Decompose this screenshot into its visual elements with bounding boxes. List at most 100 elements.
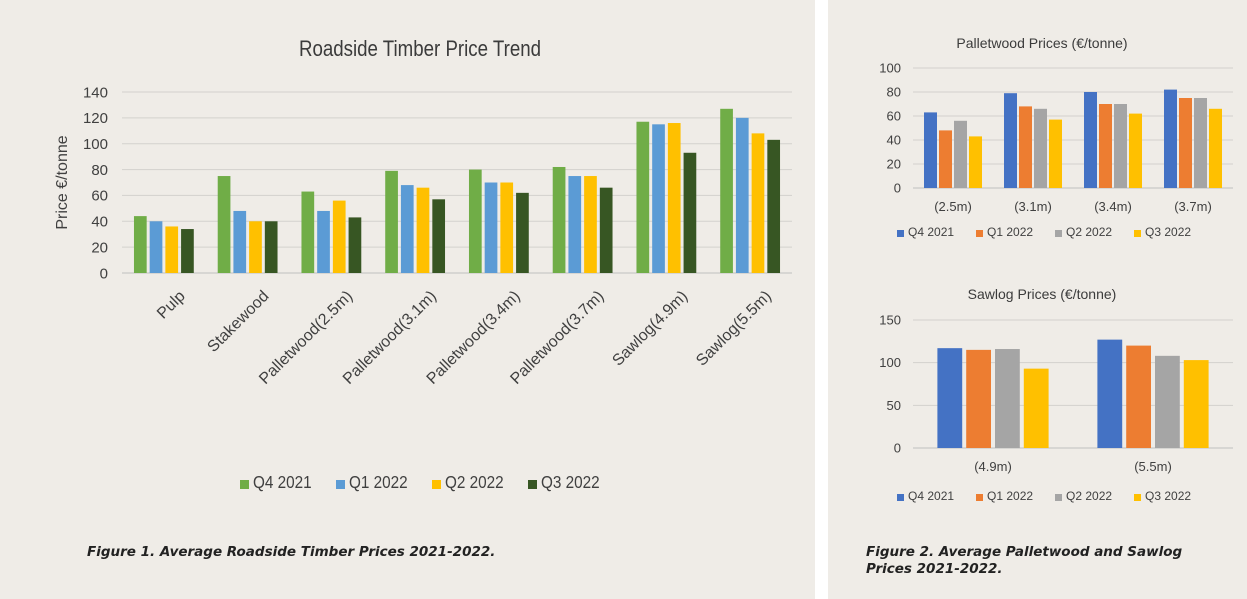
- bar: [468, 169, 482, 273]
- bar: [937, 348, 963, 448]
- bar: [599, 187, 613, 273]
- y-tick-label: 140: [83, 84, 108, 101]
- bar: [1183, 360, 1209, 448]
- bar: [969, 136, 982, 188]
- bar: [332, 200, 346, 273]
- x-tick-label: (3.7m): [1174, 199, 1212, 214]
- x-tick-label: Stakewood: [204, 288, 272, 356]
- figure-1-caption: Figure 1. Average Roadside Timber Prices…: [87, 544, 496, 560]
- bar: [233, 210, 247, 273]
- bar: [636, 121, 650, 273]
- bar: [1084, 92, 1097, 188]
- legend-label: Q4 2021: [908, 225, 954, 239]
- legend-label: Q2 2022: [1066, 489, 1112, 503]
- legend-swatch: [240, 480, 249, 489]
- x-tick-label: (5.5m): [1134, 459, 1172, 474]
- bar: [301, 191, 315, 273]
- bar: [1194, 98, 1207, 188]
- legend-label: Q1 2022: [987, 225, 1033, 239]
- figure-2-caption: Figure 2. Average Palletwood and Sawlog …: [866, 544, 1183, 577]
- legend-swatch: [897, 230, 904, 237]
- bar: [264, 221, 278, 273]
- y-tick-label: 0: [100, 265, 108, 282]
- bar: [1209, 108, 1222, 188]
- bar: [767, 139, 781, 273]
- x-tick-label: Sawlog(4.9m): [609, 288, 691, 370]
- legend-swatch: [897, 494, 904, 501]
- x-tick-label: (3.4m): [1094, 199, 1132, 214]
- bar: [1034, 108, 1047, 188]
- bar: [652, 124, 665, 273]
- y-tick-label: 80: [91, 162, 108, 179]
- y-axis-title: Price €/tonne: [54, 135, 71, 229]
- bar: [924, 112, 937, 188]
- bar: [568, 176, 582, 273]
- bar: [249, 221, 262, 273]
- x-tick-label: Pulp: [154, 288, 189, 323]
- legend-swatch: [976, 230, 983, 237]
- bar: [667, 123, 681, 274]
- bar: [133, 216, 147, 273]
- bar: [735, 117, 749, 273]
- chart-title: Palletwood Prices (€/tonne): [956, 35, 1127, 51]
- legend-label: Q1 2022: [349, 472, 408, 492]
- bar: [751, 133, 765, 273]
- legend-swatch: [976, 494, 983, 501]
- bar: [954, 120, 967, 188]
- bar: [1126, 345, 1151, 448]
- bar: [1004, 93, 1017, 188]
- y-tick-label: 150: [879, 313, 901, 328]
- bar: [385, 170, 398, 273]
- figure-1-panel: Roadside Timber Price Trend 0 20 40 60 80 100 1…: [0, 0, 815, 599]
- bar: [1179, 98, 1192, 188]
- x-tick-label: Palletwood(3.7m): [507, 288, 607, 388]
- chart-title: Sawlog Prices (€/tonne): [968, 286, 1117, 302]
- sawlog-chart: Sawlog Prices (€/tonne) 0 50 100 150 (4.9m) (5…: [879, 286, 1233, 503]
- bar: [1019, 106, 1032, 188]
- legend-label: Q4 2021: [908, 489, 954, 503]
- legend-swatch: [1134, 230, 1141, 237]
- y-tick-label: 40: [91, 214, 108, 231]
- legend-label: Q3 2022: [541, 472, 600, 492]
- legend-label: Q3 2022: [1145, 225, 1191, 239]
- bar: [165, 226, 179, 273]
- legend-label: Q3 2022: [1145, 489, 1191, 503]
- legend-swatch: [336, 480, 345, 489]
- bar: [1099, 104, 1112, 188]
- y-tick-label: 60: [887, 109, 901, 124]
- bar: [1023, 368, 1049, 448]
- bar: [217, 176, 231, 273]
- bar: [500, 182, 514, 273]
- legend-label: Q4 2021: [253, 472, 312, 492]
- bar: [552, 166, 566, 273]
- bar: [1114, 104, 1127, 188]
- bar: [1097, 339, 1123, 448]
- chart-title: Roadside Timber Price Trend: [299, 38, 541, 62]
- x-tick-label: (3.1m): [1014, 199, 1052, 214]
- legend-swatch: [1134, 494, 1141, 501]
- y-tick-label: 20: [887, 157, 901, 172]
- bar: [516, 192, 529, 273]
- x-tick-label: Palletwood(2.5m): [256, 288, 356, 388]
- bar: [432, 199, 446, 273]
- y-tick-label: 0: [894, 441, 901, 456]
- bar: [1129, 113, 1142, 188]
- legend-swatch: [528, 480, 537, 489]
- bar: [348, 217, 362, 273]
- bar: [317, 210, 330, 273]
- x-tick-label: Sawlog(5.5m): [693, 288, 775, 370]
- bar: [683, 152, 697, 273]
- x-tick-label: Palletwood(3.1m): [340, 288, 440, 388]
- roadside-timber-chart: Roadside Timber Price Trend 0 20 40 60 80 100 1…: [54, 38, 792, 492]
- y-tick-label: 50: [887, 398, 901, 413]
- y-tick-label: 60: [91, 188, 108, 205]
- bar: [720, 108, 733, 273]
- legend-swatch: [1055, 230, 1062, 237]
- bar: [939, 130, 952, 188]
- x-tick-label: Palletwood(3.4m): [424, 288, 524, 388]
- y-tick-label: 100: [83, 136, 108, 153]
- x-tick-label: (4.9m): [974, 459, 1012, 474]
- bar: [966, 349, 991, 448]
- bar: [149, 221, 163, 273]
- bar: [995, 349, 1020, 448]
